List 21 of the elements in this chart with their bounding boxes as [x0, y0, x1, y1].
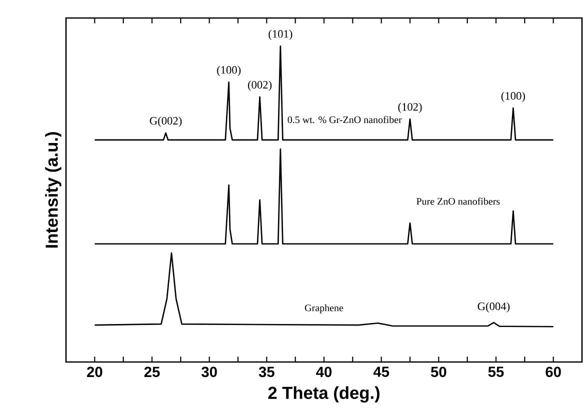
annotation: G(004)	[478, 302, 510, 312]
x-tick-label: 55	[488, 366, 504, 377]
x-tick-label: 35	[258, 366, 274, 378]
x-tick-label: 50	[430, 366, 446, 378]
series-label: Pure ZnO nanofibers	[416, 198, 500, 205]
x-tick-label: 40	[316, 366, 332, 378]
x-tick-label: 25	[144, 366, 160, 378]
annotation: (101)	[268, 30, 292, 40]
x-tick-label: 45	[373, 366, 390, 377]
annotation: G(002)	[150, 116, 182, 127]
x-tick-label: 60	[546, 366, 561, 378]
y-axis-title: Intensity (a.u.)	[45, 132, 62, 248]
annotation: (102)	[398, 102, 422, 114]
x-axis-title: 2 Theta (deg.)	[268, 386, 380, 403]
annotation: (100)	[501, 92, 525, 102]
annotation: (002)	[248, 80, 272, 91]
series-label: 0.5 wt. % Gr-ZnO nanofiber	[288, 116, 402, 124]
annotation: (100)	[217, 66, 241, 76]
series-label: Graphene	[304, 304, 344, 314]
x-tick-label: 20	[87, 366, 102, 378]
x-tick-label: 30	[202, 366, 217, 378]
